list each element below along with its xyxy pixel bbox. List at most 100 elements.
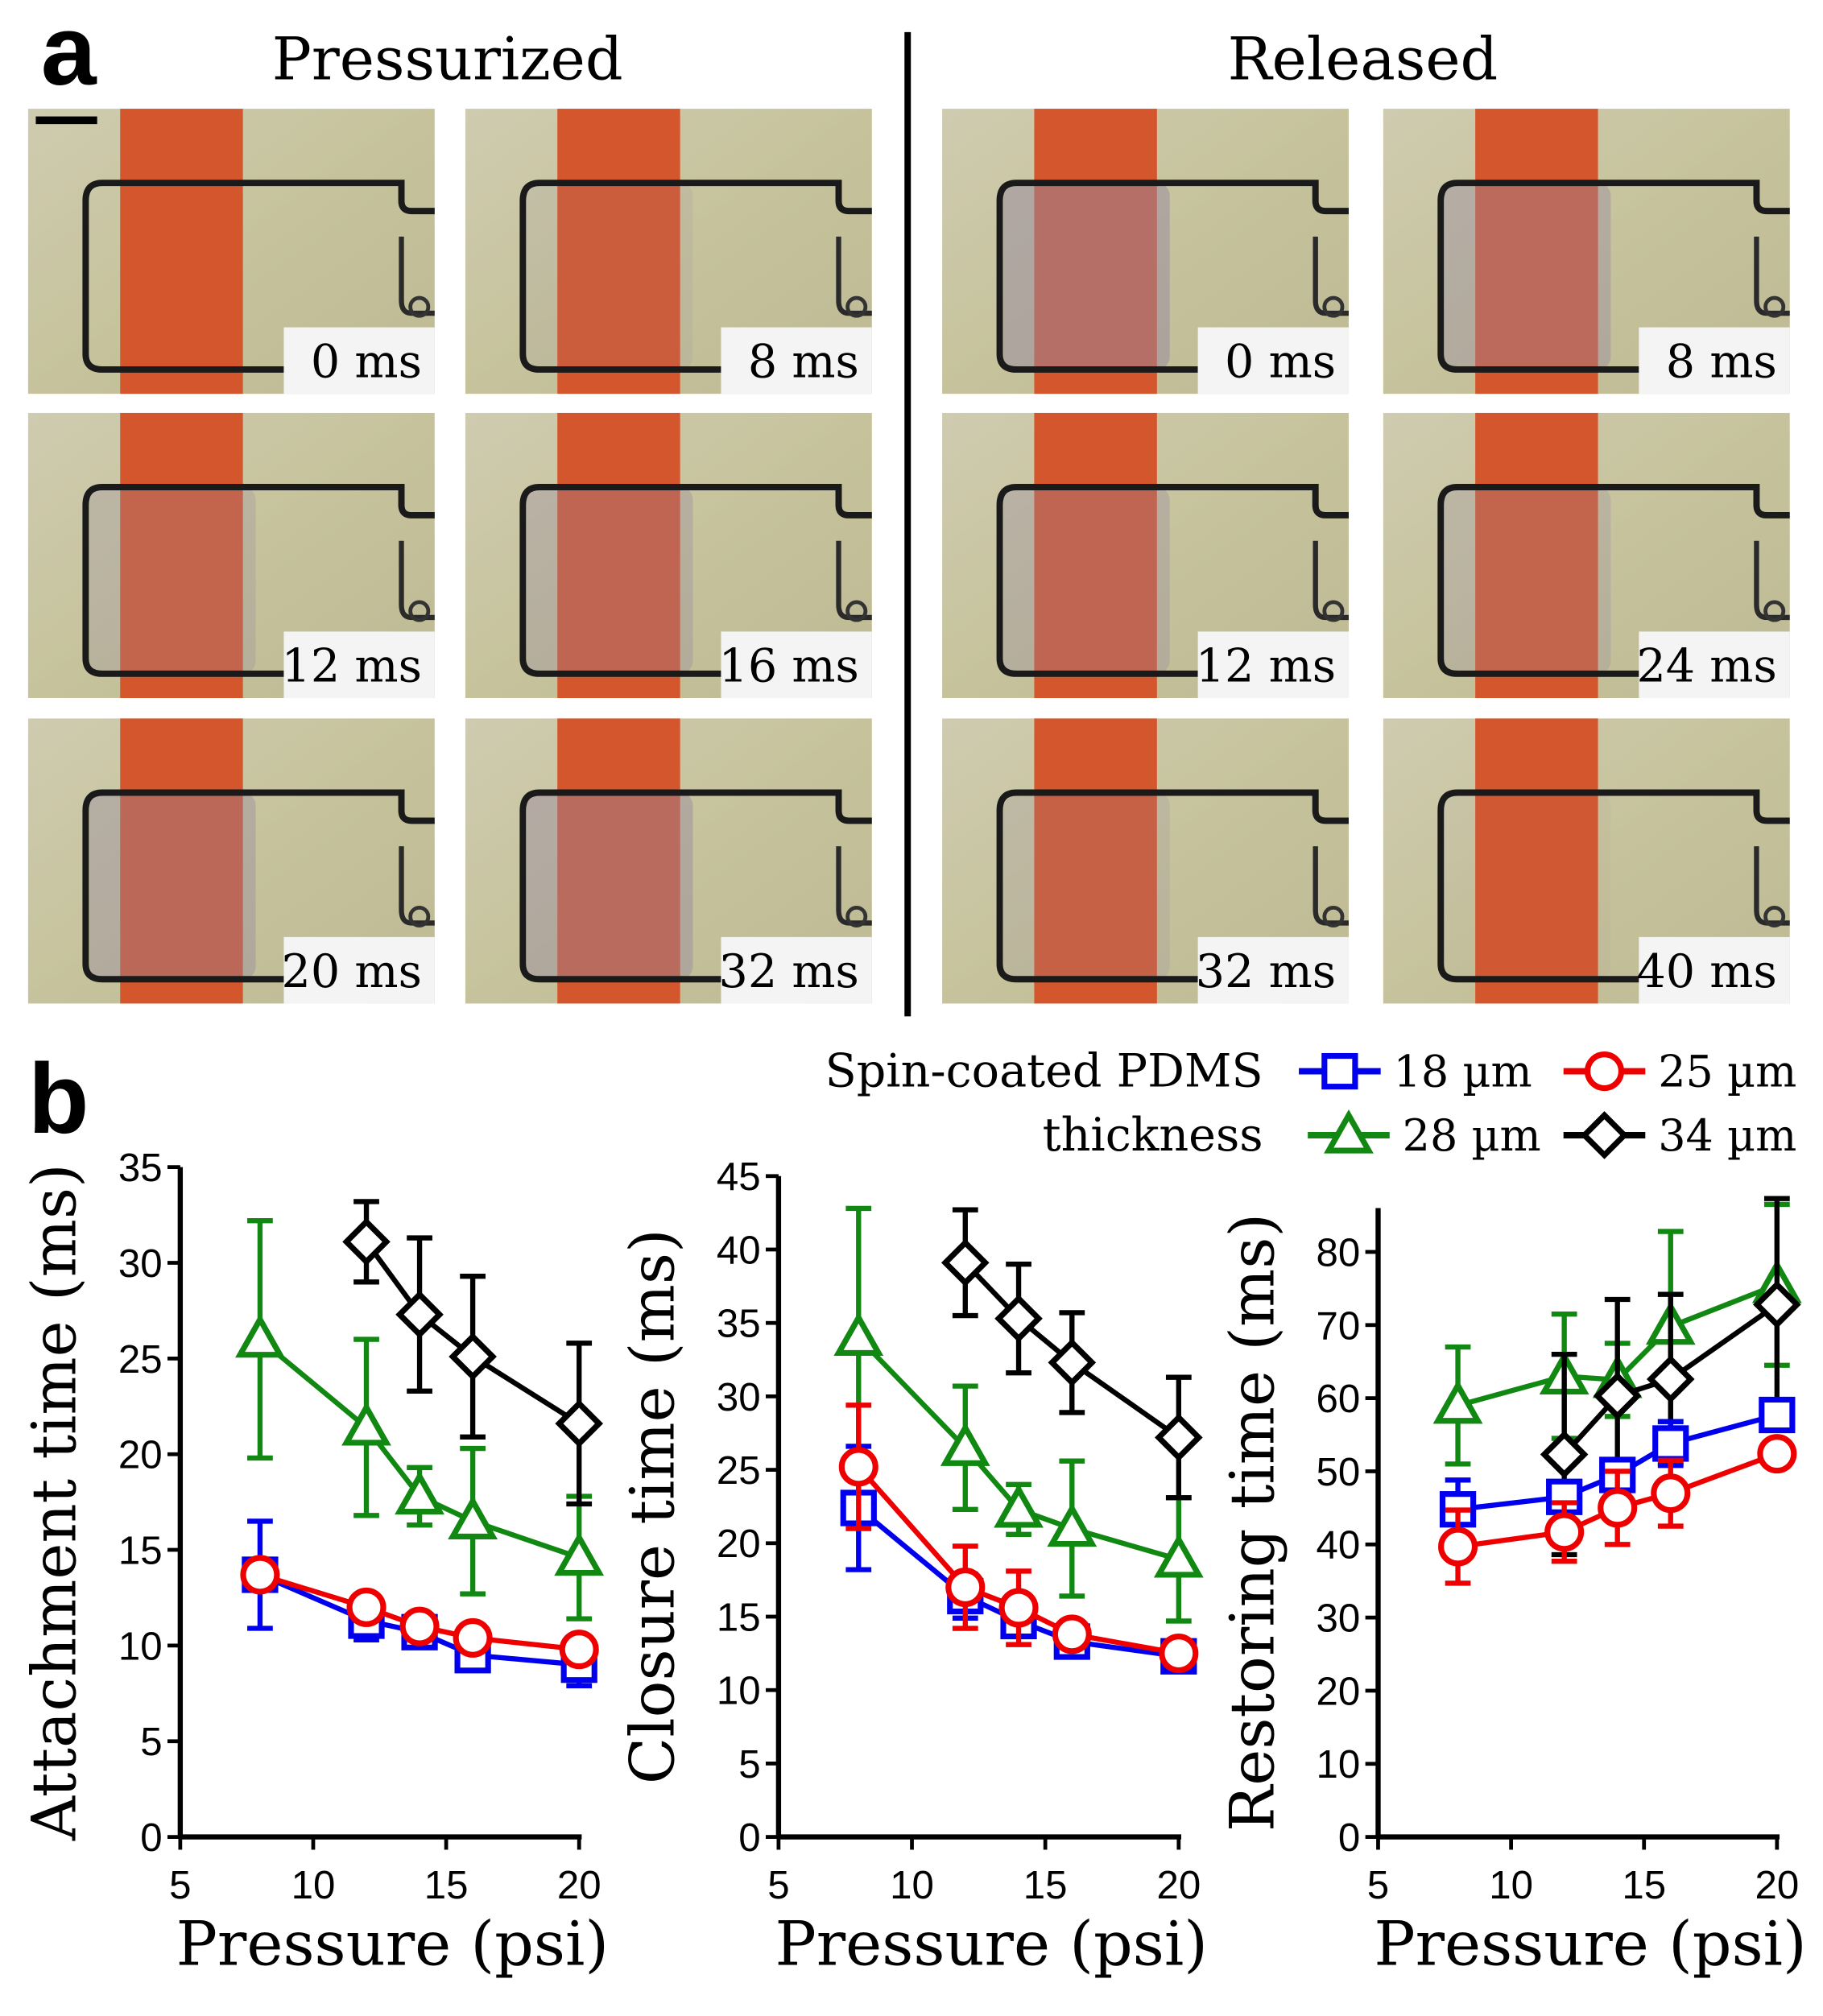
diamond-marker	[1593, 1372, 1642, 1420]
y-tick-label: 30	[118, 1241, 163, 1286]
membrane-deflection	[1003, 183, 1170, 370]
circle-marker	[559, 1630, 599, 1670]
triangle-marker	[395, 1470, 444, 1515]
fluid-channel	[120, 718, 243, 1004]
time-label-box	[1639, 327, 1790, 395]
valve-chamber-outline	[519, 180, 872, 373]
valve-chamber-outline	[996, 180, 1349, 373]
legend-label: 18 µm	[1394, 1047, 1532, 1097]
diamond-marker	[994, 1294, 1043, 1343]
time-label: 0 ms	[311, 335, 422, 388]
x-tick-label: 15	[424, 1863, 469, 1907]
pressurized-frame: 8 ms	[465, 109, 872, 395]
triangle-marker	[994, 1483, 1044, 1528]
panel-b-label: b	[28, 1043, 89, 1155]
time-label: 40 ms	[1636, 945, 1776, 998]
fluid-channel	[120, 109, 243, 395]
circle-marker	[399, 1606, 440, 1646]
valve-chamber-outline	[1437, 484, 1790, 677]
valve-chamber-outline	[82, 484, 435, 677]
series-34m	[940, 1207, 1203, 1501]
port-mark	[408, 905, 431, 927]
legend-item: 28 µm	[1308, 1109, 1541, 1161]
series-25m	[1438, 1434, 1797, 1586]
diamond-marker	[342, 1217, 391, 1266]
port-mark	[1322, 295, 1345, 318]
y-tick-label: 25	[118, 1337, 163, 1382]
membrane-deflection	[527, 183, 693, 370]
time-label: 32 ms	[719, 945, 859, 998]
panel-a-label: a	[41, 0, 97, 106]
port-mark	[1763, 600, 1786, 622]
series-34m	[342, 1199, 604, 1507]
released-frame: 32 ms	[942, 718, 1349, 1004]
square-marker	[1321, 1052, 1358, 1090]
diamond-marker	[1646, 1355, 1695, 1403]
time-label: 8 ms	[748, 335, 859, 388]
fluid-channel	[1034, 718, 1157, 1004]
released-frame: 24 ms	[1383, 412, 1790, 698]
diamond-marker	[1580, 1111, 1629, 1159]
membrane-deflection	[89, 792, 256, 980]
released-frame: 40 ms	[1383, 718, 1790, 1004]
released-frame: 12 ms	[942, 412, 1349, 698]
released-frame: 0 ms	[942, 109, 1349, 395]
series-25m	[838, 1403, 1199, 1674]
x-tick-label: 20	[1156, 1863, 1201, 1907]
fluid-channel	[1475, 412, 1598, 698]
x-tick-label: 15	[1023, 1863, 1068, 1907]
valve-chamber-outline	[996, 789, 1349, 983]
y-tick-label: 20	[118, 1433, 163, 1477]
membrane-deflection	[1003, 487, 1170, 674]
diamond-marker	[1753, 1280, 1801, 1329]
time-label: 12 ms	[1196, 639, 1336, 692]
pressurized-frame: 20 ms	[27, 718, 435, 1004]
y-tick-label: 10	[118, 1624, 163, 1668]
series-28m	[235, 1218, 605, 1621]
y-axis-label: Closure time (ms)	[617, 1229, 688, 1784]
x-tick-label: 5	[767, 1863, 789, 1907]
membrane-deflection	[527, 487, 693, 674]
time-label: 0 ms	[1225, 335, 1336, 388]
y-tick-label: 60	[1317, 1377, 1361, 1421]
x-axis-label: Pressure (psi)	[1374, 1907, 1806, 1979]
circle-marker	[453, 1617, 493, 1658]
triangle-marker	[940, 1422, 990, 1466]
y-tick-label: 15	[717, 1595, 761, 1639]
square-marker	[1652, 1425, 1689, 1462]
valve-chamber-outline	[82, 180, 435, 373]
valve-chamber-outline	[996, 484, 1349, 677]
y-tick-label: 10	[1317, 1742, 1361, 1787]
y-tick-label: 35	[717, 1302, 761, 1346]
y-tick-label: 45	[717, 1155, 761, 1199]
y-tick-label: 30	[717, 1375, 761, 1419]
series-line	[1562, 1302, 1779, 1456]
time-label-box	[1639, 631, 1790, 698]
y-tick-label: 20	[1317, 1669, 1361, 1713]
x-tick-label: 10	[1489, 1863, 1533, 1907]
membrane-deflection	[1445, 183, 1611, 370]
valve-chamber-outline	[519, 789, 872, 983]
y-tick-label: 0	[140, 1816, 162, 1860]
y-axis-label: Attachment time (ms)	[19, 1163, 90, 1841]
membrane-deflection	[1445, 792, 1611, 980]
port-mark	[1322, 905, 1345, 927]
triangle-marker	[833, 1312, 884, 1357]
y-tick-label: 70	[1317, 1303, 1361, 1348]
time-label: 8 ms	[1666, 335, 1777, 388]
triangle-marker	[1432, 1379, 1483, 1424]
y-tick-label: 20	[717, 1522, 761, 1566]
triangle-marker	[448, 1495, 498, 1540]
x-tick-label: 10	[890, 1863, 934, 1907]
diamond-marker	[1540, 1430, 1589, 1479]
valve-chamber-outline	[1437, 180, 1790, 373]
circle-marker	[1544, 1512, 1585, 1552]
fluid-channel	[120, 412, 243, 698]
pressurized-frame: 32 ms	[465, 718, 872, 1004]
port-mark	[845, 600, 868, 622]
membrane-deflection	[1003, 792, 1170, 980]
